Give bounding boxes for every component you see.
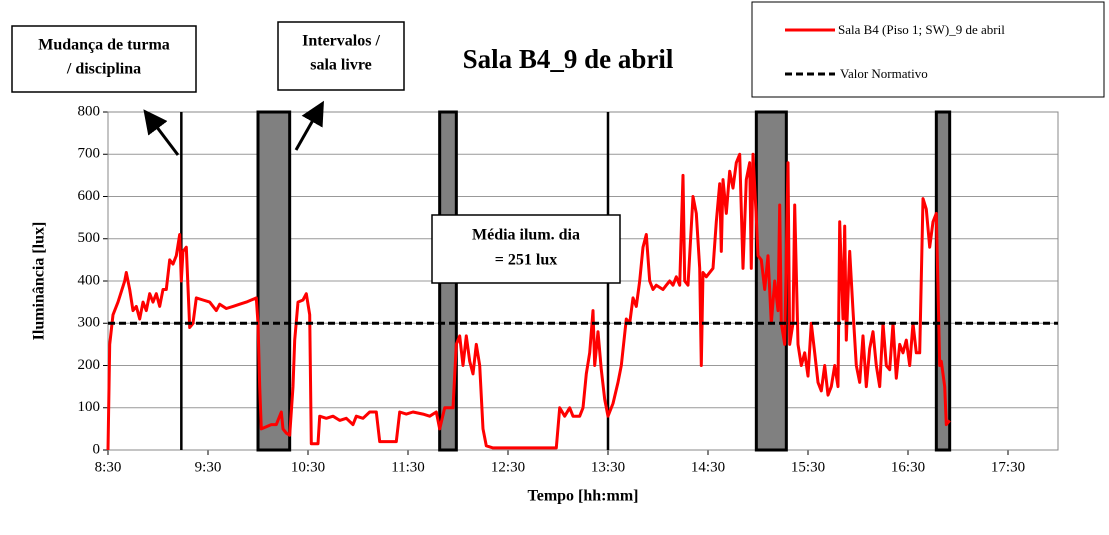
annotation-box xyxy=(277,21,405,91)
legend-label: Sala B4 (Piso 1; SW)_9 de abril xyxy=(838,22,1005,37)
y-tick-label: 800 xyxy=(78,103,101,119)
annotation-box xyxy=(431,214,621,284)
y-axis-label: Iluminância [lux] xyxy=(31,222,48,341)
plot: 0 100 200 300 400 500 600 700 800 8:30 9:30 10:30 11… xyxy=(78,103,1059,475)
x-tick-label: 15:30 xyxy=(791,459,825,475)
y-tick-label: 500 xyxy=(78,230,101,246)
annotation-box xyxy=(11,25,197,93)
x-tick-label: 13:30 xyxy=(591,459,625,475)
x-tick-label: 9:30 xyxy=(195,459,222,475)
legend xyxy=(751,1,1105,98)
annotation: Média ilum. dia xyxy=(472,227,580,244)
y-tick-label: 400 xyxy=(78,272,101,288)
x-tick-label: 10:30 xyxy=(291,459,325,475)
data-line xyxy=(106,152,951,451)
arrow xyxy=(143,109,180,156)
y-tick-label: 300 xyxy=(78,315,101,331)
annotation: = 251 lux xyxy=(495,252,557,269)
plot-frame xyxy=(107,111,1059,451)
y-tick-label: 200 xyxy=(78,357,101,373)
arrow xyxy=(294,100,324,151)
chart-title: Sala B4_9 de abril xyxy=(463,44,674,74)
annotation: Intervalos / xyxy=(302,33,380,50)
y-tick-label: 100 xyxy=(78,399,101,415)
y-tick-label: 0 xyxy=(93,441,101,457)
x-tick-label: 12:30 xyxy=(491,459,525,475)
annotation: Mudança de turma xyxy=(38,37,170,54)
x-tick-label: 8:30 xyxy=(95,459,122,475)
y-tick-label: 700 xyxy=(78,146,101,162)
overlay: Média ilum. dia = 251 lux xyxy=(431,214,621,284)
x-tick-label: 11:30 xyxy=(391,459,425,475)
annotation: sala livre xyxy=(310,57,371,74)
y-tick-label: 600 xyxy=(78,188,101,204)
x-tick-label: 14:30 xyxy=(691,459,725,475)
x-tick-label: 17:30 xyxy=(991,459,1025,475)
annotation: / disciplina xyxy=(66,61,141,78)
x-axis-label: Tempo [hh:mm] xyxy=(528,488,639,505)
interval xyxy=(256,110,292,452)
x-tick-label: 16:30 xyxy=(891,459,925,475)
legend-label: Valor Normativo xyxy=(840,66,928,81)
